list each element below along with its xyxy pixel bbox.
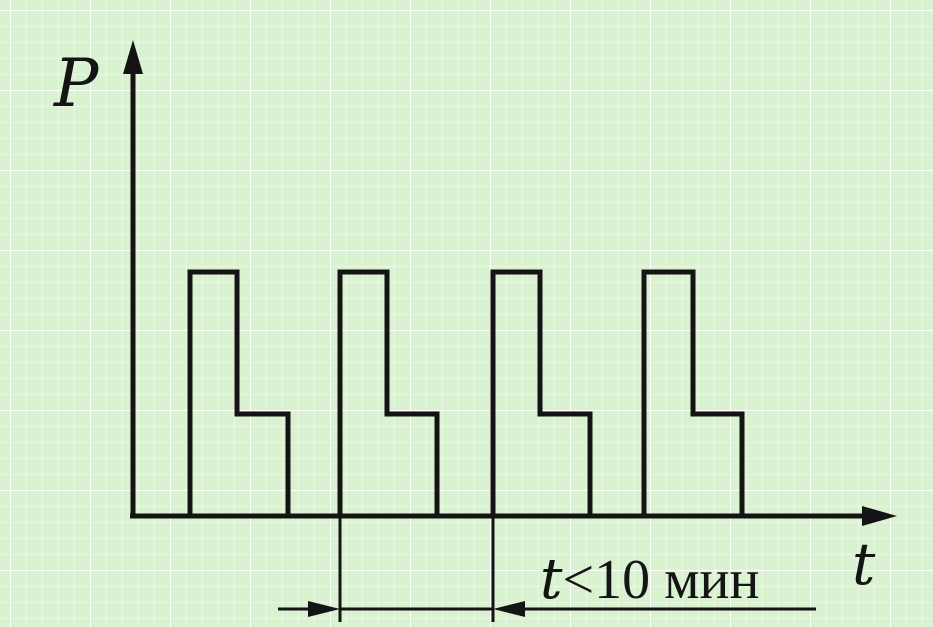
period-label-variable: t — [540, 547, 563, 612]
load-pulse-4 — [641, 269, 745, 516]
period-label-relation: <10 мин — [563, 549, 760, 611]
load-pulse-2 — [337, 269, 440, 516]
load-pulse-3 — [490, 269, 593, 516]
period-arrowhead-right — [493, 601, 525, 617]
period-label: t<10 мин — [540, 547, 759, 612]
y-axis-label: P — [53, 45, 100, 122]
x-axis-label: t — [852, 530, 876, 598]
y-axis-arrowhead — [123, 40, 143, 74]
load-pulses — [187, 269, 745, 516]
x-axis-arrowhead — [862, 506, 897, 526]
period-arrowhead-left — [308, 601, 340, 617]
axes: P t — [53, 40, 897, 598]
period-dimension: t<10 мин — [278, 516, 816, 622]
load-pulse-1 — [187, 269, 291, 516]
